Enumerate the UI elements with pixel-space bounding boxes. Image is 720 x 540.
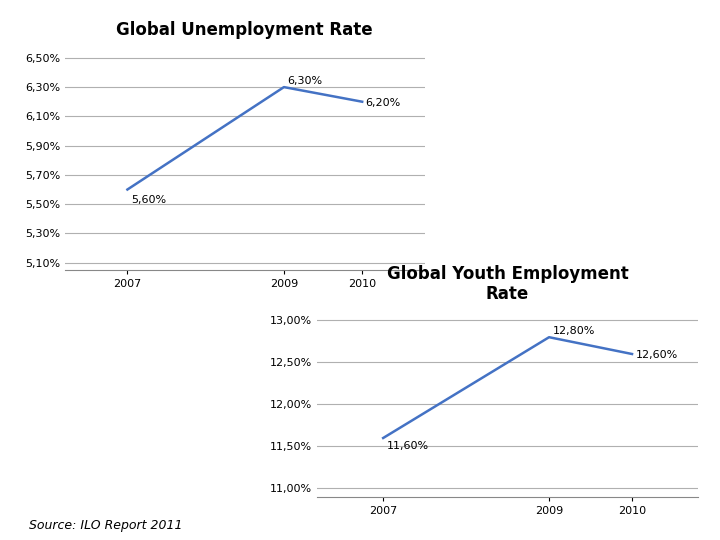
Text: 12,80%: 12,80% xyxy=(552,326,595,335)
Text: 6,20%: 6,20% xyxy=(365,98,400,108)
Text: 12,60%: 12,60% xyxy=(635,350,678,360)
Title: Global Unemployment Rate: Global Unemployment Rate xyxy=(117,21,373,39)
Title: Global Youth Employment
Rate: Global Youth Employment Rate xyxy=(387,265,629,303)
Text: 5,60%: 5,60% xyxy=(131,195,166,205)
Text: Source: ILO Report 2011: Source: ILO Report 2011 xyxy=(29,519,182,532)
Text: 11,60%: 11,60% xyxy=(387,441,428,451)
Text: 6,30%: 6,30% xyxy=(287,76,322,86)
